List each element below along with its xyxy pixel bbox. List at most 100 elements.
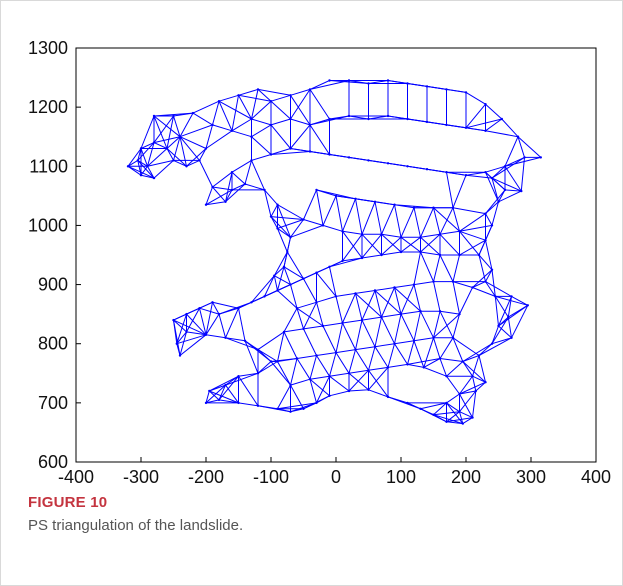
mesh-edge <box>147 166 155 179</box>
mesh-edge <box>179 136 207 149</box>
ps-point <box>185 165 188 168</box>
mesh-edge <box>517 136 525 158</box>
mesh-edge <box>433 313 460 339</box>
mesh-edge <box>439 337 454 359</box>
mesh-edge <box>218 94 239 102</box>
ps-point <box>224 383 227 387</box>
mesh-edge <box>303 219 324 226</box>
mesh-edge <box>511 295 529 306</box>
ps-point <box>419 236 422 239</box>
mesh-edge <box>498 304 529 327</box>
ps-point <box>360 233 364 236</box>
mesh-edge <box>420 233 441 253</box>
x-tick-label: 400 <box>581 467 611 487</box>
mesh-edge <box>413 207 421 238</box>
ps-point <box>243 182 247 186</box>
mesh-edge <box>147 159 174 167</box>
y-tick-label: 800 <box>38 334 68 354</box>
ps-point <box>302 277 305 280</box>
ps-point <box>289 94 292 97</box>
ps-point <box>386 79 390 82</box>
mesh-edge <box>176 334 207 345</box>
mesh-edge <box>176 331 187 345</box>
mesh-edge <box>257 361 272 374</box>
ps-point <box>373 200 377 203</box>
mesh-edge <box>355 293 363 321</box>
mesh-edge <box>400 313 415 342</box>
ps-point <box>269 360 273 363</box>
mesh-edge <box>520 157 525 192</box>
ps-point <box>438 357 442 360</box>
mesh-edge <box>374 287 395 291</box>
mesh-edge <box>433 402 447 416</box>
mesh-edge <box>459 390 476 395</box>
mesh-edge <box>374 201 395 206</box>
mesh-edge <box>465 118 502 129</box>
mesh-edge <box>231 159 252 173</box>
ps-point <box>237 307 240 310</box>
mesh-edge <box>459 287 473 315</box>
mesh-edge <box>137 159 148 167</box>
ps-point <box>484 212 487 215</box>
mesh-edge <box>205 130 233 149</box>
ps-point <box>425 85 429 88</box>
mesh-edge <box>309 124 330 155</box>
mesh-edge <box>433 311 441 338</box>
mesh-edge <box>173 115 181 137</box>
mesh-edge <box>498 316 509 327</box>
mesh-edge <box>462 361 473 377</box>
mesh-edge <box>212 186 226 203</box>
mesh-edge <box>381 236 402 256</box>
mesh-edge <box>205 313 220 336</box>
mesh-edge <box>296 307 324 327</box>
mesh-edge <box>218 375 239 401</box>
mesh-edge <box>329 390 350 397</box>
mesh-edge <box>264 189 272 217</box>
ps-point <box>419 250 422 254</box>
axes: -400 -300 -200 -100 0 100 200 300 400 600 700 800 90… <box>28 38 611 487</box>
mesh-edge <box>491 316 509 344</box>
mesh-edge <box>361 316 382 321</box>
mesh-edge <box>270 118 291 126</box>
mesh-edge <box>270 151 311 155</box>
ps-point <box>380 233 383 236</box>
mesh-edge <box>176 313 187 344</box>
ps-point <box>393 342 396 345</box>
ps-point <box>211 301 214 304</box>
mesh-edge <box>511 305 529 339</box>
mesh-edge <box>290 89 311 120</box>
mesh-edge <box>257 89 272 102</box>
mesh-edge <box>309 375 330 380</box>
ps-point <box>412 206 416 209</box>
mesh-edge <box>374 201 382 235</box>
ps-point <box>432 336 435 339</box>
mesh-edge <box>413 281 434 286</box>
mesh-edge <box>446 375 460 395</box>
mesh-edge <box>452 337 480 356</box>
mesh-edge <box>361 233 382 256</box>
mesh-edge <box>153 115 174 143</box>
x-tick-label: 300 <box>516 467 546 487</box>
mesh-edge <box>459 381 486 395</box>
mesh-edge <box>387 363 408 368</box>
mesh-edge <box>140 115 155 149</box>
mesh-edge <box>355 290 376 294</box>
ps-point <box>308 378 312 381</box>
ps-point <box>458 230 461 233</box>
mesh-edge <box>439 230 460 235</box>
mesh-edge <box>423 358 441 368</box>
mesh-edge <box>251 89 259 120</box>
mesh-edge <box>485 281 496 297</box>
mesh-edge <box>277 219 304 229</box>
mesh-edge <box>251 154 272 161</box>
ps-point <box>328 79 331 82</box>
ps-point <box>295 357 299 360</box>
mesh-edge <box>173 319 187 333</box>
mesh-edge <box>361 319 376 347</box>
mesh-edge <box>420 251 434 282</box>
mesh-edge <box>238 95 252 120</box>
ps-point <box>422 366 425 369</box>
mesh-edge <box>420 236 441 256</box>
mesh-edge <box>452 207 486 215</box>
ps-point <box>276 360 279 363</box>
